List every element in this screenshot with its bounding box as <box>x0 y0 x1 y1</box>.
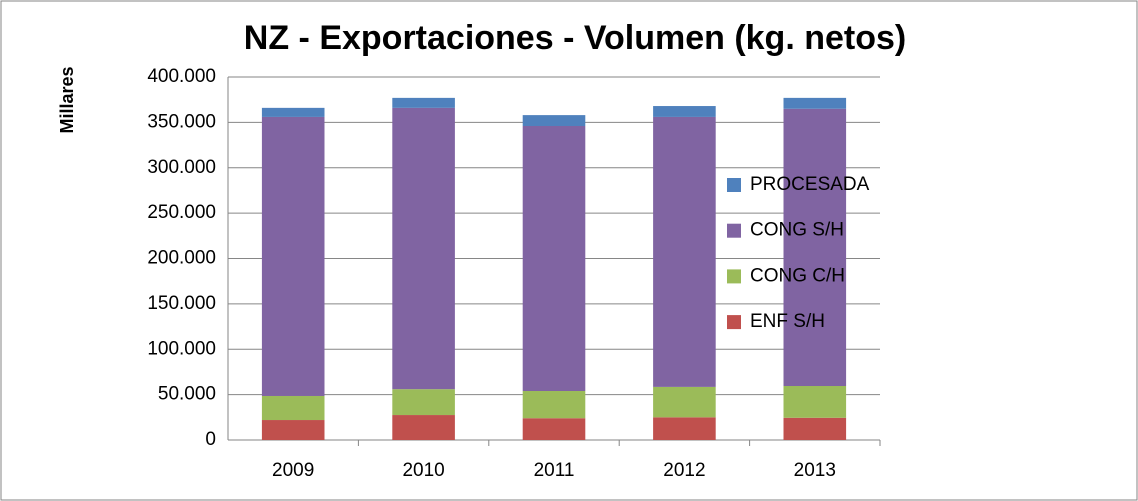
x-tick-label: 2013 <box>794 460 836 481</box>
bar-segment <box>261 395 325 421</box>
bar-segment <box>653 116 716 387</box>
bar-segment <box>392 107 455 390</box>
y-tick-label: 100.000 <box>147 338 216 359</box>
legend-swatch <box>727 178 741 192</box>
y-tick-label: 0 <box>205 429 216 450</box>
y-tick-label: 400.000 <box>147 66 216 87</box>
bar-segment <box>261 107 325 117</box>
bar-segment <box>522 418 586 440</box>
bar-segment <box>392 415 455 440</box>
chart-title: NZ - Exportaciones - Volumen (kg. netos) <box>244 19 906 57</box>
bar-segment <box>522 126 586 391</box>
legend-swatch <box>727 315 741 330</box>
bar-segment <box>261 420 325 440</box>
bar-segment <box>653 417 716 440</box>
y-tick-label: 250.000 <box>147 202 216 223</box>
bar-segment <box>653 386 716 418</box>
bar-segment <box>522 390 586 419</box>
legend-swatch <box>727 269 741 284</box>
x-tick-label: 2009 <box>272 460 314 481</box>
bar-segment <box>783 97 847 109</box>
bar-segment <box>392 97 455 108</box>
x-tick-label: 2012 <box>663 460 705 481</box>
bar-segment <box>783 108 847 387</box>
bar-segment <box>261 116 325 396</box>
legend-swatch <box>727 223 741 238</box>
legend-label: ENF S/H <box>750 311 825 332</box>
bar-segment <box>392 389 455 416</box>
legend-label: PROCESADA <box>750 174 870 195</box>
legend-label: CONG C/H <box>750 265 845 286</box>
x-tick-label: 2010 <box>402 460 444 481</box>
y-axis-label: Millares <box>57 66 77 133</box>
bar-segment <box>653 106 716 117</box>
bar-segment <box>783 386 847 418</box>
bar-segment <box>783 417 847 440</box>
y-tick-label: 50.000 <box>158 384 216 405</box>
legend-label: CONG S/H <box>750 220 844 241</box>
x-tick-label: 2011 <box>534 460 575 481</box>
y-tick-label: 350.000 <box>147 111 216 132</box>
y-tick-label: 150.000 <box>147 293 216 314</box>
bar-segment <box>522 115 586 127</box>
y-tick-label: 200.000 <box>147 248 216 269</box>
y-tick-label: 300.000 <box>147 157 216 178</box>
